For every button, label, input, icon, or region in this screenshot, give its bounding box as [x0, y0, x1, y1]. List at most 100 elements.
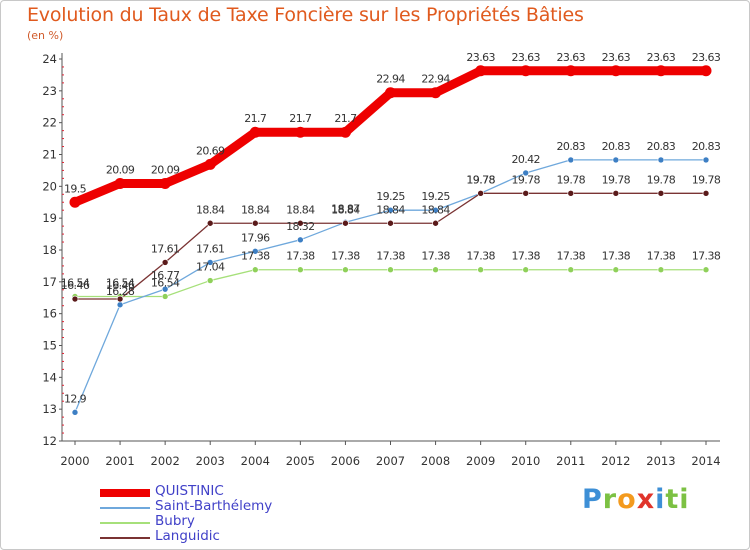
data-point-0 — [655, 65, 667, 77]
legend-swatch-bubry — [100, 522, 150, 524]
y-tick-label: 21 — [42, 148, 57, 162]
data-label-1: 19.78 — [466, 173, 495, 186]
data-label-2: 17.38 — [557, 250, 586, 263]
data-label-1: 12.9 — [64, 392, 87, 405]
data-point-1 — [522, 169, 530, 177]
y-tick-label: 17 — [42, 275, 57, 289]
data-label-2: 17.38 — [421, 250, 450, 263]
legend-swatch-quistinic — [100, 489, 150, 497]
data-point-1 — [161, 285, 169, 293]
data-point-0 — [385, 87, 396, 99]
data-label-2: 17.38 — [647, 250, 676, 263]
data-label-0: 23.63 — [692, 51, 721, 64]
data-point-1 — [71, 409, 79, 416]
data-label-2: 17.38 — [331, 250, 360, 263]
data-label-2: 17.04 — [196, 261, 225, 274]
legend-label-bubry: Bubry — [155, 513, 195, 529]
data-label-1: 19.25 — [376, 190, 405, 203]
data-point-2 — [567, 266, 575, 274]
data-point-3 — [387, 219, 394, 227]
data-label-2: 17.38 — [466, 250, 495, 263]
logo-letter: P — [582, 484, 603, 515]
data-point-3 — [567, 190, 575, 197]
data-label-0: 20.09 — [151, 163, 180, 176]
data-point-3 — [522, 190, 530, 197]
data-label-1: 20.83 — [557, 140, 586, 153]
x-tick-label: 2002 — [151, 454, 180, 468]
data-point-2 — [297, 266, 304, 274]
data-point-3 — [432, 219, 439, 227]
x-tick-label: 2011 — [556, 454, 585, 468]
data-label-0: 19.5 — [64, 182, 87, 195]
data-label-3: 18.84 — [241, 203, 270, 216]
data-point-1 — [206, 259, 214, 266]
data-point-3 — [116, 295, 124, 303]
y-tick-label: 14 — [42, 370, 57, 384]
y-tick-label: 12 — [42, 434, 57, 448]
data-point-2 — [161, 293, 169, 300]
data-point-3 — [702, 190, 710, 197]
data-point-0 — [520, 65, 532, 77]
data-label-1: 20.83 — [647, 140, 676, 153]
data-point-0 — [610, 65, 622, 77]
y-tick-label: 20 — [42, 179, 57, 193]
legend-label-saint-barthelemy: Saint-Barthélemy — [155, 498, 273, 514]
x-tick-label: 2003 — [196, 454, 225, 468]
data-point-3 — [71, 295, 79, 303]
data-label-3: 17.61 — [151, 242, 180, 255]
data-point-2 — [522, 266, 530, 274]
data-label-0: 23.63 — [602, 51, 631, 64]
data-label-3: 18.84 — [196, 203, 225, 216]
data-label-3: 19.78 — [557, 173, 586, 186]
series-points — [69, 65, 712, 416]
logo-letter: x — [636, 484, 656, 515]
data-label-3: 19.78 — [692, 173, 721, 186]
data-label-1: 17.96 — [241, 231, 270, 244]
x-tick-label: 2014 — [691, 454, 720, 468]
data-point-1 — [432, 206, 439, 214]
data-point-3 — [206, 219, 214, 227]
x-tick-label: 2012 — [601, 454, 630, 468]
data-label-2: 16.54 — [151, 276, 180, 289]
legend-swatch-saint-barthelemy — [100, 507, 150, 509]
data-label-1: 20.42 — [511, 153, 540, 166]
chart-axes: 12 13 14 15 16 17 18 19 20 21 22 23 24 2000 2001 2002 20… — [42, 52, 720, 468]
y-tick-label: 15 — [42, 339, 57, 353]
legend-swatch-languidic — [100, 537, 150, 539]
data-label-3: 19.78 — [602, 173, 631, 186]
data-point-0 — [294, 126, 306, 138]
data-label-3: 18.84 — [286, 203, 315, 216]
y-tick-label: 24 — [42, 52, 57, 66]
data-point-1 — [116, 301, 124, 309]
data-label-1: 18.32 — [286, 220, 315, 233]
data-point-0 — [475, 65, 487, 77]
data-point-1 — [297, 236, 304, 244]
x-tick-label: 2010 — [511, 454, 540, 468]
data-point-3 — [342, 219, 349, 227]
data-label-1: 17.61 — [196, 242, 225, 255]
data-point-1 — [612, 156, 620, 164]
data-label-3: 18.84 — [376, 203, 405, 216]
data-point-2 — [251, 266, 259, 274]
data-label-2: 17.38 — [241, 250, 270, 263]
data-point-2 — [702, 266, 710, 274]
x-tick-label: 2001 — [105, 454, 134, 468]
data-point-1 — [567, 156, 575, 164]
data-label-0: 23.63 — [511, 51, 540, 64]
data-point-2 — [612, 266, 620, 274]
legend-label-quistinic: QUISTINIC — [155, 483, 224, 499]
data-label-0: 21.7 — [244, 112, 267, 125]
data-point-3 — [612, 190, 620, 197]
data-label-1: 16.28 — [106, 285, 135, 298]
data-label-3: 16.46 — [61, 279, 90, 292]
data-label-2: 17.38 — [376, 250, 405, 263]
data-label-1: 20.83 — [602, 140, 631, 153]
y-tick-label: 18 — [42, 243, 57, 257]
data-label-0: 23.63 — [647, 51, 676, 64]
data-label-3: 18.84 — [421, 203, 450, 216]
data-point-2 — [206, 277, 214, 284]
data-point-0 — [249, 126, 261, 138]
data-label-2: 17.38 — [286, 250, 315, 263]
data-point-1 — [657, 156, 665, 164]
data-point-2 — [477, 266, 484, 274]
